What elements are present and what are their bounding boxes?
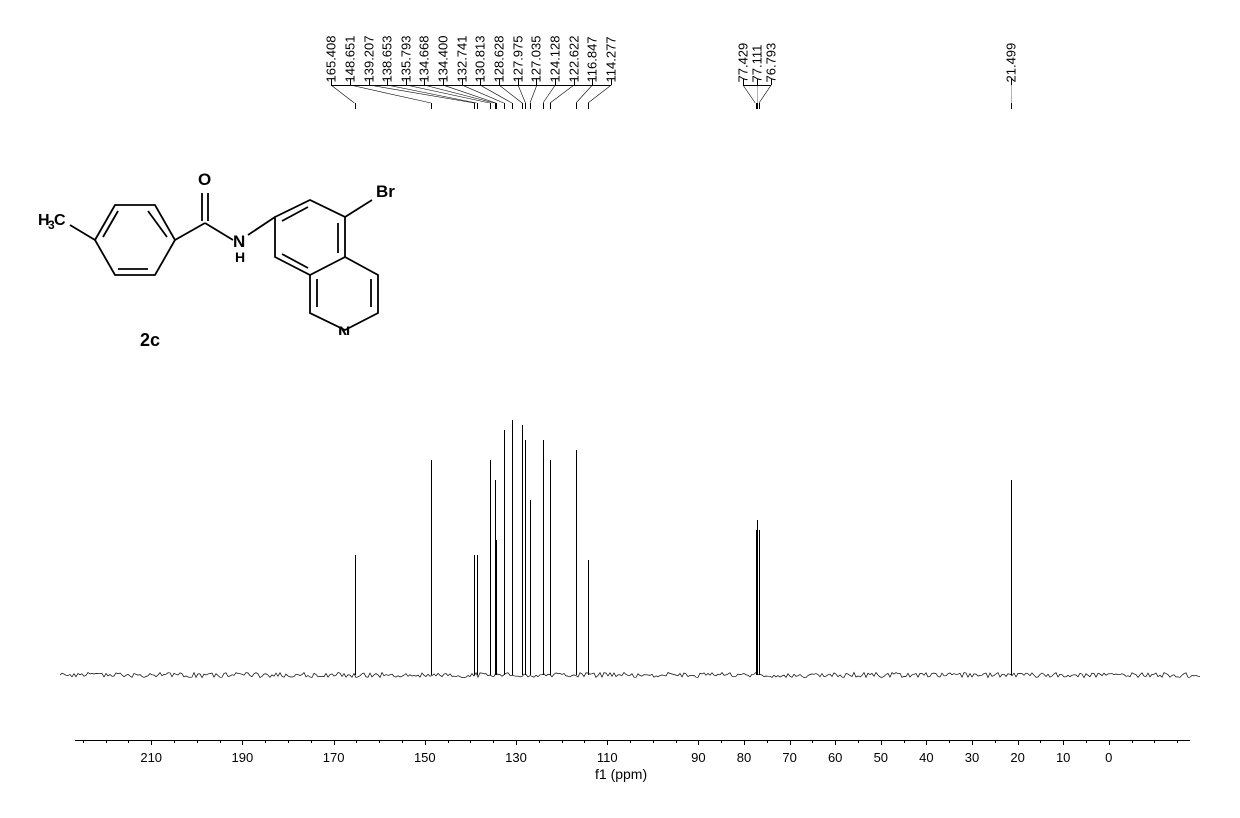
- peak-label: 134.400: [436, 36, 451, 83]
- spectrum-peak: [1011, 480, 1012, 675]
- spectrum-peak: [576, 450, 577, 675]
- peak-label: 21.499: [1003, 43, 1018, 83]
- x-tick-label: 110: [597, 750, 618, 765]
- spectrum-peak: [525, 440, 526, 675]
- x-tick-label: 20: [1010, 750, 1024, 765]
- x-tick-label: 70: [782, 750, 796, 765]
- peak-label: 124.128: [548, 36, 563, 83]
- peak-label: 114.277: [604, 36, 619, 82]
- x-tick-label: 130: [505, 750, 527, 765]
- x-tick-label: 10: [1056, 750, 1070, 765]
- nmr-spectrum: [60, 360, 1200, 700]
- peak-label: 77.111: [750, 45, 765, 83]
- svg-text:H: H: [235, 249, 245, 265]
- x-tick-label: 30: [965, 750, 979, 765]
- x-tick-label: 150: [414, 750, 436, 765]
- spectrum-peak: [759, 530, 760, 675]
- chemical-structure: H 3 C O N H Br N: [30, 145, 410, 345]
- x-tick-label: 50: [874, 750, 888, 765]
- svg-text:O: O: [198, 170, 211, 189]
- peak-label: 138.653: [380, 36, 395, 83]
- spectrum-peak: [355, 555, 356, 675]
- spectrum-peak: [550, 460, 551, 675]
- spectrum-peak: [530, 500, 531, 675]
- peak-label: 135.793: [398, 36, 413, 83]
- x-axis-label: f1 (ppm): [595, 766, 647, 782]
- x-tick-label: 170: [323, 750, 345, 765]
- spectrum-peak: [477, 555, 478, 675]
- svg-text:C: C: [54, 212, 66, 229]
- x-tick-label: 60: [828, 750, 842, 765]
- peak-label: 127.975: [510, 36, 525, 83]
- peak-label: 116.847: [585, 36, 600, 82]
- peak-label: 165.408: [324, 36, 339, 83]
- spectrum-peak: [474, 555, 475, 675]
- x-tick-label: 0: [1105, 750, 1112, 765]
- compound-label: 2c: [140, 330, 160, 351]
- peak-label: 76.793: [763, 43, 778, 83]
- peak-label: 132.741: [454, 36, 469, 83]
- svg-text:N: N: [338, 323, 350, 335]
- svg-text:Br: Br: [376, 182, 395, 201]
- spectrum-peak: [504, 430, 505, 675]
- spectrum-peak: [522, 425, 523, 675]
- x-tick-label: 80: [737, 750, 751, 765]
- peak-label: 127.035: [529, 36, 544, 83]
- x-tick-label: 190: [232, 750, 254, 765]
- spectrum-peak: [512, 420, 513, 675]
- peak-label: 122.622: [566, 36, 581, 83]
- x-tick-label: 90: [691, 750, 705, 765]
- peak-label: 130.813: [473, 36, 488, 83]
- spectrum-peak: [496, 540, 497, 675]
- spectrum-peak: [490, 460, 491, 675]
- peak-label: 134.668: [417, 36, 432, 83]
- peak-label: 128.628: [492, 36, 507, 83]
- x-tick-label: 40: [919, 750, 933, 765]
- x-tick-label: 210: [140, 750, 162, 765]
- peak-label: 148.651: [342, 36, 357, 83]
- peak-label: 139.207: [361, 36, 376, 83]
- spectrum-peak: [588, 560, 589, 675]
- spectrum-peak: [543, 440, 544, 675]
- spectrum-peak: [431, 460, 432, 675]
